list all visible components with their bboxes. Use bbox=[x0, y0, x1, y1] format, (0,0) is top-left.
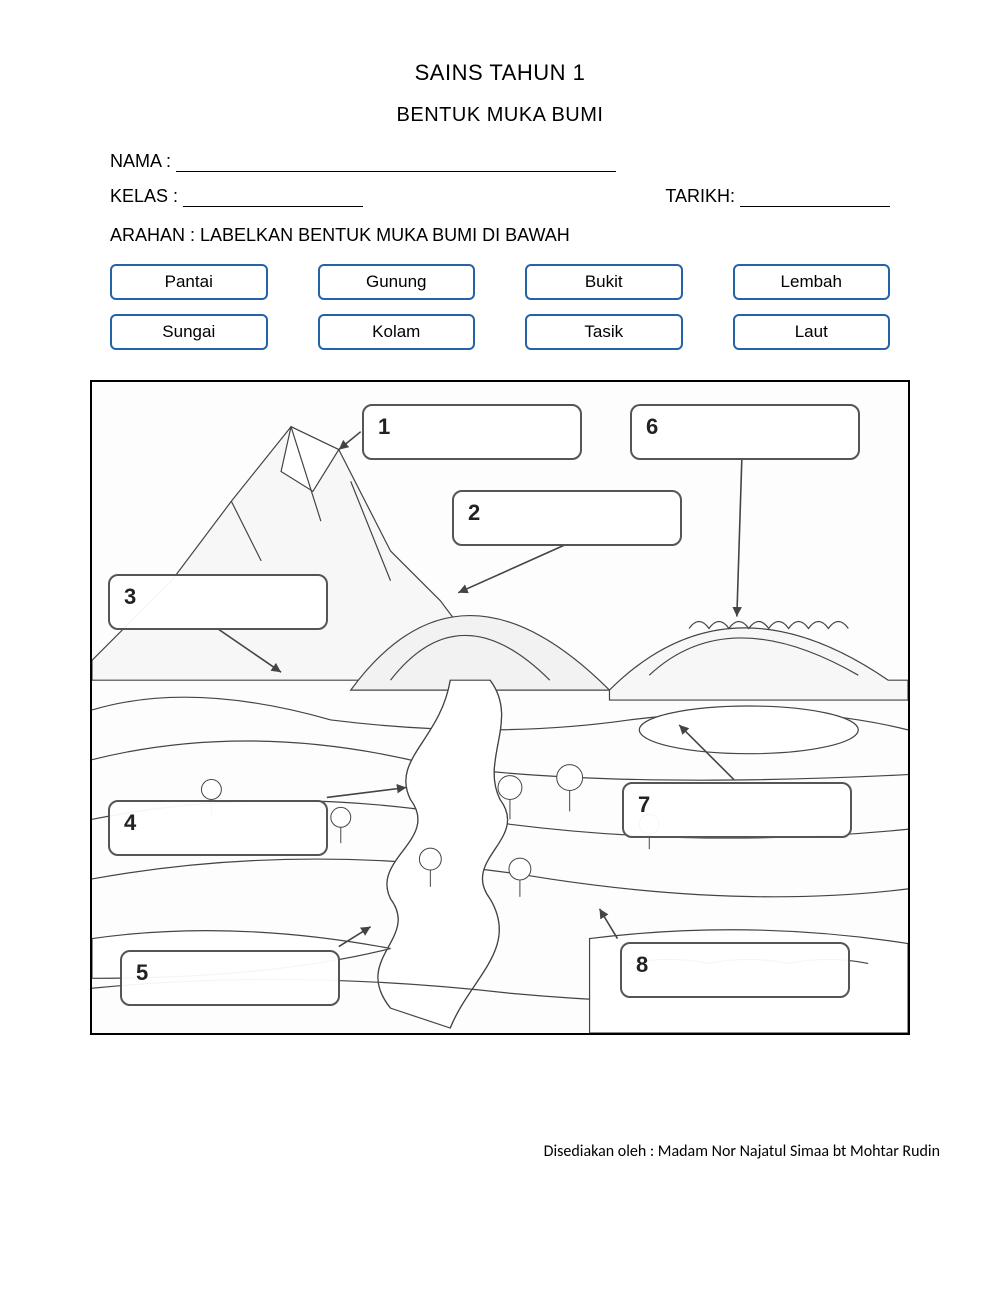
kelas-line[interactable] bbox=[183, 187, 363, 207]
word-option[interactable]: Laut bbox=[733, 314, 891, 350]
diagram-frame: 16 2 3 7 4 5 8 bbox=[90, 380, 910, 1035]
answer-box[interactable]: 7 bbox=[622, 782, 852, 838]
answer-box[interactable]: 2 bbox=[452, 490, 682, 546]
answer-box[interactable]: 4 bbox=[108, 800, 328, 856]
nama-line[interactable] bbox=[176, 152, 616, 172]
page-title: SAINS TAHUN 1 bbox=[80, 60, 920, 86]
tarikh-line[interactable] bbox=[740, 187, 890, 207]
word-option[interactable]: Kolam bbox=[318, 314, 476, 350]
answer-box[interactable]: 5 bbox=[120, 950, 340, 1006]
prepared-by: Disediakan oleh : Madam Nor Najatul Sima… bbox=[544, 1142, 940, 1161]
instructions: ARAHAN : LABELKAN BENTUK MUKA BUMI DI BA… bbox=[110, 225, 890, 246]
word-option[interactable]: Gunung bbox=[318, 264, 476, 300]
tarikh-field: TARIKH: bbox=[665, 186, 890, 207]
word-option[interactable]: Lembah bbox=[733, 264, 891, 300]
answer-box[interactable]: 3 bbox=[108, 574, 328, 630]
nama-field: NAMA : bbox=[110, 151, 890, 172]
page-subtitle: BENTUK MUKA BUMI bbox=[80, 104, 920, 127]
answer-box[interactable]: 6 bbox=[630, 404, 860, 460]
word-option[interactable]: Pantai bbox=[110, 264, 268, 300]
word-option[interactable]: Tasik bbox=[525, 314, 683, 350]
word-option[interactable]: Sungai bbox=[110, 314, 268, 350]
word-bank: Pantai Gunung Bukit Lembah Sungai Kolam Tasik L… bbox=[110, 264, 890, 350]
answer-box[interactable]: 1 bbox=[362, 404, 582, 460]
kelas-field: KELAS : bbox=[110, 186, 363, 207]
answer-box[interactable]: 8 bbox=[620, 942, 850, 998]
nama-label: NAMA : bbox=[110, 151, 171, 171]
tarikh-label: TARIKH: bbox=[665, 186, 735, 206]
kelas-label: KELAS : bbox=[110, 186, 178, 206]
word-option[interactable]: Bukit bbox=[525, 264, 683, 300]
arrow-overlay bbox=[92, 382, 908, 1033]
